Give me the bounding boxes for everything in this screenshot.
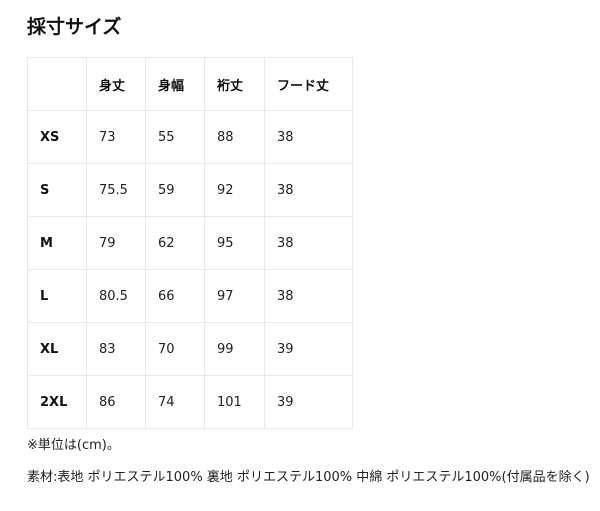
table-cell: 99 [204, 322, 265, 376]
table-row: 2XL 86 74 101 39 [27, 375, 353, 429]
table-row: M 79 62 95 38 [27, 216, 353, 270]
table-row: XL 83 70 99 39 [27, 322, 353, 376]
table-cell: 74 [145, 375, 205, 429]
size-table: 身丈 身幅 裄丈 フード丈 XS 73 55 88 38 S 75.5 59 92 38 M 79 62 95 3… [27, 57, 353, 429]
table-cell: 86 [86, 375, 146, 429]
size-label: L [27, 269, 87, 323]
table-cell: 80.5 [86, 269, 146, 323]
table-cell: 39 [264, 375, 353, 429]
unit-note: ※単位は(cm)。 [27, 438, 120, 453]
page-title: 採寸サイズ [27, 16, 122, 38]
table-cell: 38 [264, 269, 353, 323]
table-header-row: 身丈 身幅 裄丈 フード丈 [27, 57, 353, 111]
table-cell: 79 [86, 216, 146, 270]
table-cell: 92 [204, 163, 265, 217]
column-header: フード丈 [264, 57, 353, 111]
column-header: 身丈 [86, 57, 146, 111]
column-header [27, 57, 87, 111]
table-cell: 95 [204, 216, 265, 270]
table-cell: 38 [264, 110, 353, 164]
table-row: S 75.5 59 92 38 [27, 163, 353, 217]
table-cell: 38 [264, 163, 353, 217]
table-cell: 62 [145, 216, 205, 270]
table-cell: 59 [145, 163, 205, 217]
material-text: 素材:表地 ポリエステル100% 裏地 ポリエステル100% 中綿 ポリエステル… [27, 470, 590, 485]
column-header: 裄丈 [204, 57, 265, 111]
table-cell: 88 [204, 110, 265, 164]
table-cell: 101 [204, 375, 265, 429]
table-row: XS 73 55 88 38 [27, 110, 353, 164]
size-label: XL [27, 322, 87, 376]
size-label: XS [27, 110, 87, 164]
table-cell: 83 [86, 322, 146, 376]
table-cell: 75.5 [86, 163, 146, 217]
table-row: L 80.5 66 97 38 [27, 269, 353, 323]
table-cell: 38 [264, 216, 353, 270]
size-label: M [27, 216, 87, 270]
table-cell: 70 [145, 322, 205, 376]
column-header: 身幅 [145, 57, 205, 111]
size-label: S [27, 163, 87, 217]
table-cell: 73 [86, 110, 146, 164]
table-cell: 66 [145, 269, 205, 323]
size-label: 2XL [27, 375, 87, 429]
table-cell: 97 [204, 269, 265, 323]
table-cell: 55 [145, 110, 205, 164]
table-cell: 39 [264, 322, 353, 376]
